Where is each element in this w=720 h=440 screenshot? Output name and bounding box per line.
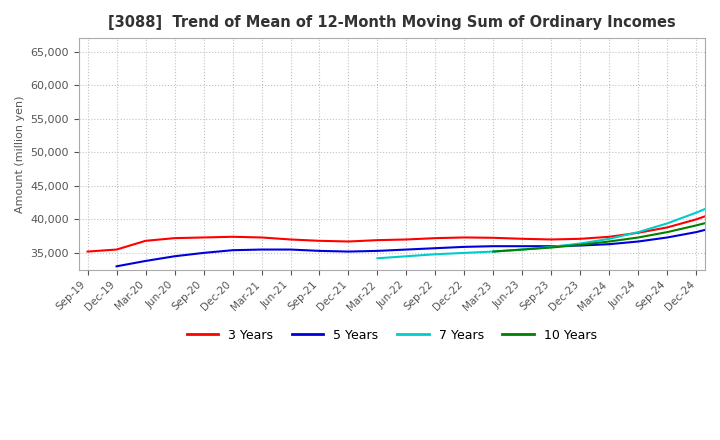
5 Years xyxy=(170,253,179,259)
5 Years xyxy=(692,229,701,235)
7 Years xyxy=(663,221,672,226)
5 Years xyxy=(315,248,324,253)
3 Years xyxy=(489,235,498,240)
10 Years xyxy=(547,245,556,250)
5 Years xyxy=(112,264,121,269)
7 Years xyxy=(692,210,701,215)
5 Years xyxy=(344,249,353,254)
10 Years xyxy=(663,229,672,235)
3 Years xyxy=(576,236,585,242)
10 Years xyxy=(634,235,643,240)
5 Years xyxy=(431,246,440,251)
5 Years xyxy=(576,243,585,248)
3 Years xyxy=(344,239,353,244)
3 Years xyxy=(141,238,150,243)
5 Years xyxy=(460,244,469,249)
5 Years xyxy=(286,247,294,252)
5 Years xyxy=(605,242,613,247)
3 Years xyxy=(663,225,672,230)
3 Years xyxy=(518,236,527,242)
5 Years xyxy=(634,239,643,244)
3 Years xyxy=(112,247,121,252)
3 Years xyxy=(547,237,556,242)
5 Years xyxy=(402,247,411,252)
5 Years xyxy=(518,244,527,249)
3 Years xyxy=(257,235,266,240)
10 Years xyxy=(692,223,701,228)
3 Years xyxy=(170,235,179,241)
5 Years xyxy=(663,235,672,240)
10 Years xyxy=(518,247,527,252)
3 Years xyxy=(460,235,469,240)
Line: 5 Years: 5 Years xyxy=(117,129,720,266)
7 Years xyxy=(460,250,469,256)
Line: 7 Years: 7 Years xyxy=(377,159,720,258)
3 Years xyxy=(373,238,382,243)
Legend: 3 Years, 5 Years, 7 Years, 10 Years: 3 Years, 5 Years, 7 Years, 10 Years xyxy=(182,324,602,347)
5 Years xyxy=(141,258,150,264)
7 Years xyxy=(402,253,411,259)
3 Years xyxy=(431,235,440,241)
7 Years xyxy=(576,241,585,246)
7 Years xyxy=(431,252,440,257)
7 Years xyxy=(605,236,613,242)
3 Years xyxy=(84,249,92,254)
10 Years xyxy=(489,249,498,254)
Y-axis label: Amount (million yen): Amount (million yen) xyxy=(15,95,25,213)
7 Years xyxy=(547,244,556,249)
3 Years xyxy=(286,237,294,242)
3 Years xyxy=(692,217,701,222)
5 Years xyxy=(547,244,556,249)
Title: [3088]  Trend of Mean of 12-Month Moving Sum of Ordinary Incomes: [3088] Trend of Mean of 12-Month Moving … xyxy=(108,15,676,30)
5 Years xyxy=(373,248,382,253)
10 Years xyxy=(605,239,613,244)
7 Years xyxy=(518,247,527,252)
Line: 10 Years: 10 Years xyxy=(493,190,720,252)
3 Years xyxy=(199,235,208,240)
7 Years xyxy=(373,256,382,261)
10 Years xyxy=(576,242,585,247)
7 Years xyxy=(634,229,643,235)
3 Years xyxy=(228,234,237,239)
Line: 3 Years: 3 Years xyxy=(88,51,720,252)
3 Years xyxy=(605,234,613,239)
7 Years xyxy=(489,249,498,254)
3 Years xyxy=(634,230,643,235)
5 Years xyxy=(489,244,498,249)
5 Years xyxy=(228,248,237,253)
5 Years xyxy=(199,250,208,256)
3 Years xyxy=(315,238,324,243)
3 Years xyxy=(402,237,411,242)
5 Years xyxy=(257,247,266,252)
